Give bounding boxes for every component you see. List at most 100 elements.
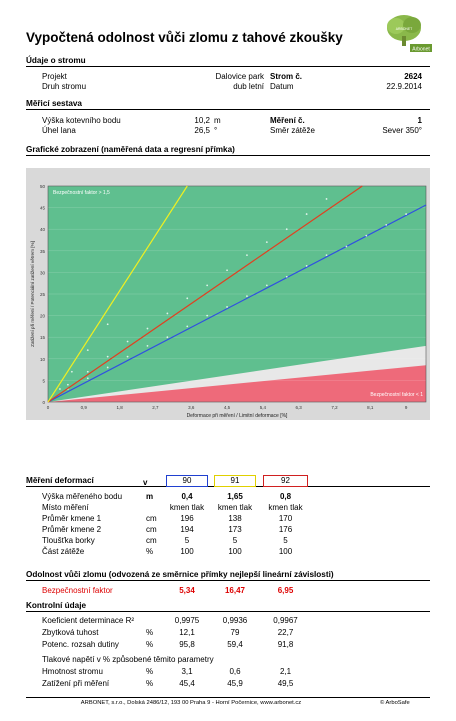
- data-point: [285, 228, 288, 231]
- section-tree-info: Údaje o stromu: [26, 56, 430, 67]
- data-point: [106, 355, 109, 358]
- y-tick-label: 35: [40, 249, 46, 254]
- x-tick-label: 9: [405, 405, 408, 410]
- y-tick-label: 5: [42, 378, 45, 383]
- x-tick-label: 0: [47, 405, 50, 410]
- x-tick-label: 2,7: [152, 405, 159, 410]
- plot-border: [47, 185, 427, 403]
- data-point: [325, 198, 328, 200]
- x-tick-label: 7,2: [331, 405, 338, 410]
- y-tick-label: 10: [40, 357, 46, 362]
- anchor-value: 10,2: [194, 116, 210, 125]
- data-point: [126, 355, 129, 358]
- company-logo: Arbonet ARBONET: [374, 14, 434, 54]
- deform-value: 138: [228, 514, 242, 523]
- logo-tree-text: ARBONET: [396, 27, 412, 31]
- y-tick-label: 25: [40, 292, 46, 297]
- tree-no-value: 2624: [404, 72, 422, 81]
- deform-value: 100: [180, 547, 194, 556]
- x-tick-label: 6,3: [296, 405, 303, 410]
- deform-value: kmen tlak: [268, 503, 303, 512]
- x-tick-label: 3,6: [188, 405, 195, 410]
- angle-unit: °: [214, 126, 218, 135]
- y-tick-label: 0: [42, 400, 45, 405]
- control-value: 0,9967: [273, 616, 298, 625]
- stress-label: Zatížení při měření: [42, 679, 110, 688]
- x-tick-label: 5,4: [260, 405, 267, 410]
- data-point: [325, 254, 328, 257]
- page-title: Vypočtená odolnost vůči zlomu z tahové z…: [26, 30, 343, 45]
- footer-rule: [26, 697, 430, 698]
- anchor-label: Výška kotevního bodu: [42, 116, 121, 125]
- control-value: 0,9936: [222, 616, 248, 625]
- control-value: 22,7: [277, 628, 294, 637]
- date-value: 22.9.2014: [386, 82, 422, 91]
- species-value: dub letní: [233, 82, 264, 91]
- measure-no-label: Měření č.: [270, 116, 305, 125]
- y-tick-label: 40: [40, 227, 46, 232]
- angle-value: 26,5: [194, 126, 210, 135]
- data-point: [265, 284, 268, 287]
- data-point: [86, 370, 89, 373]
- deform-value: 173: [228, 525, 242, 534]
- data-point: [70, 370, 73, 373]
- deform-value: 100: [228, 547, 242, 556]
- data-point: [186, 325, 189, 328]
- y-tick-label: 20: [40, 314, 46, 319]
- y-tick-label: 45: [40, 206, 46, 211]
- data-point: [66, 383, 69, 386]
- control-unit: %: [146, 628, 154, 637]
- data-point: [305, 213, 308, 215]
- control-value: 59,4: [227, 640, 243, 649]
- control-value: 91,8: [277, 640, 294, 649]
- footer-address: ARBONET, s.r.o., Dolská 2486/12, 193 00 …: [80, 700, 302, 706]
- deform-unit: cm: [146, 514, 157, 523]
- stress-value: 45,9: [227, 679, 243, 688]
- tree-no-label: Strom č.: [270, 72, 303, 81]
- column-90-box: 90: [166, 475, 208, 487]
- x-tick-label: 0,9: [81, 405, 88, 410]
- stress-unit: %: [146, 679, 154, 688]
- deform-value: 5: [283, 536, 288, 545]
- deform-value: 0,4: [181, 492, 193, 501]
- safety-factor-90: 5,34: [179, 586, 195, 595]
- data-point: [226, 269, 228, 272]
- deform-value: kmen tlak: [169, 503, 205, 512]
- direction-label: Směr zátěže: [270, 126, 315, 135]
- stress-value: 49,5: [277, 679, 294, 688]
- data-point: [206, 314, 209, 317]
- project-label: Projekt: [42, 72, 67, 81]
- control-value: 79: [230, 628, 240, 637]
- direction-value: Sever 350°: [382, 126, 422, 135]
- data-point: [126, 340, 129, 343]
- deform-value: kmen tlak: [217, 503, 253, 512]
- data-point: [206, 284, 209, 287]
- deform-unit: cm: [146, 525, 157, 534]
- deform-unit: m: [146, 492, 154, 501]
- angle-label: Úhel lana: [42, 126, 76, 135]
- stress-value: 45,4: [179, 679, 195, 688]
- data-point: [146, 344, 149, 347]
- deform-value: 170: [278, 514, 293, 523]
- data-point: [86, 377, 89, 380]
- section-setup: Měřicí sestava: [26, 99, 430, 110]
- deform-value: 5: [184, 536, 190, 545]
- measure-no-value: 1: [417, 116, 422, 125]
- data-point: [405, 213, 408, 215]
- deform-label: Výška měřeného bodu: [42, 492, 123, 501]
- deform-value: 1,65: [227, 492, 243, 501]
- data-point: [345, 245, 348, 248]
- data-point: [285, 275, 288, 278]
- stress-title: Tlakové napětí v % způsobené těmito para…: [42, 655, 214, 664]
- x-axis-label: Deformace při měření / Limitní deformace…: [187, 413, 288, 419]
- v-label: v: [143, 478, 148, 487]
- deform-value: 194: [180, 525, 194, 534]
- safety-upper-label: Bezpečnostní faktor > 1,5: [53, 190, 110, 196]
- section-control: Kontrolní údaje: [26, 601, 430, 612]
- data-point: [226, 306, 228, 308]
- data-point: [385, 223, 388, 226]
- stress-value: 2,1: [279, 667, 292, 676]
- safety-factor-91: 16,47: [224, 586, 246, 595]
- deform-unit: cm: [146, 536, 157, 545]
- footer-brand: © ArboSafe: [380, 700, 410, 706]
